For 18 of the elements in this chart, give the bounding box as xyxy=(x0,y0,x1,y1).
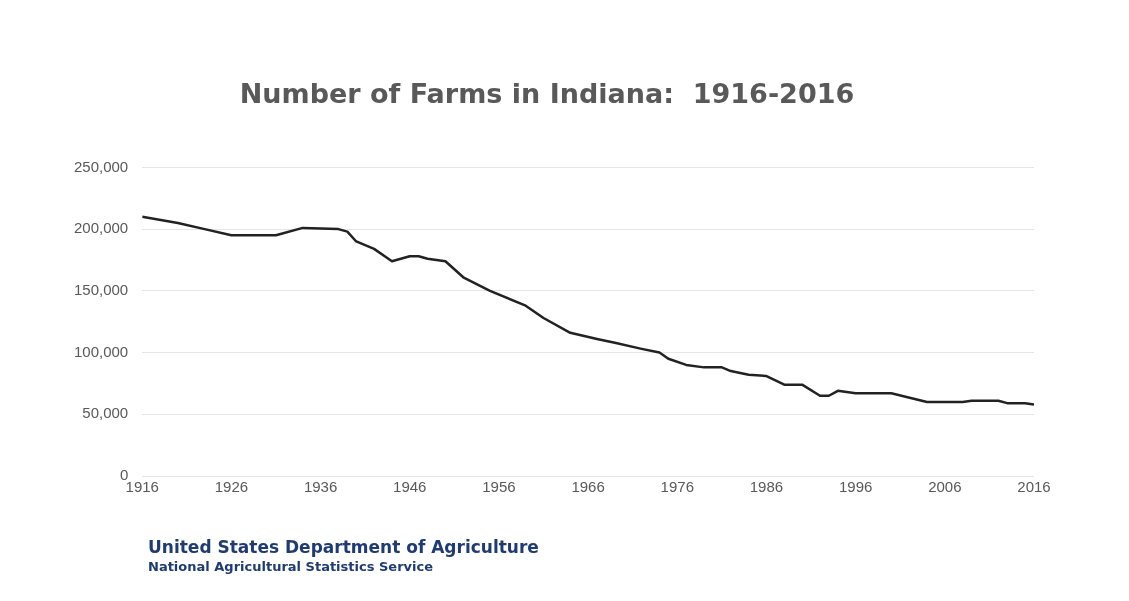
x-tick-label: 2006 xyxy=(928,478,962,496)
x-tick-label: 1926 xyxy=(214,478,249,496)
x-tick-label: 1956 xyxy=(482,478,516,496)
text: United States Department of Agriculture xyxy=(148,537,539,557)
x-tick-label: 1976 xyxy=(660,478,694,496)
y-tick-label: 150,000 xyxy=(73,280,129,298)
y-tick-label: 200,000 xyxy=(73,219,129,237)
x-tick-label: 1936 xyxy=(303,478,338,496)
x-tick-label: 1966 xyxy=(571,478,605,496)
y-tick-label: 50,000 xyxy=(82,404,129,422)
x-tick-label: 1946 xyxy=(393,478,427,496)
text: National Agricultural Statistics Service xyxy=(148,559,434,574)
y-tick-label: 100,000 xyxy=(73,342,129,360)
y-tick-label: 250,000 xyxy=(73,157,129,175)
chart-title: Number of Farms in Indiana: 1916-2016 xyxy=(239,78,855,110)
x-tick-label: 1986 xyxy=(749,478,784,496)
x-tick-label: 2016 xyxy=(1017,478,1051,496)
x-tick-label: 1996 xyxy=(838,478,873,496)
